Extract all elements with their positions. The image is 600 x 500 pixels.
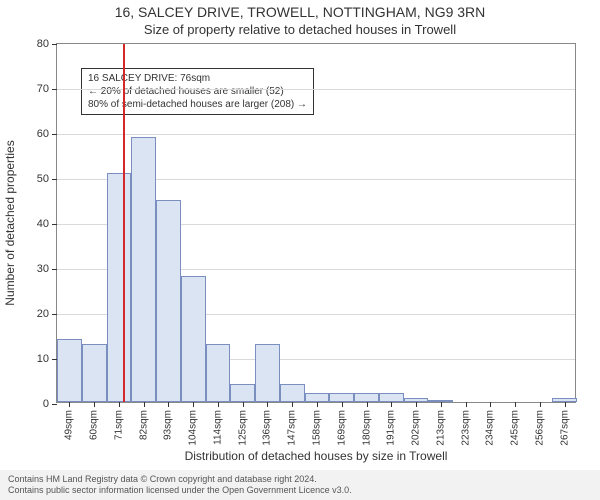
ytick-mark xyxy=(52,314,57,315)
chart-titles: 16, SALCEY DRIVE, TROWELL, NOTTINGHAM, N… xyxy=(0,4,600,37)
histogram-bar xyxy=(181,276,206,402)
ytick-mark xyxy=(52,179,57,180)
xtick-mark xyxy=(119,402,120,407)
ytick-mark xyxy=(52,89,57,90)
ytick-label: 60 xyxy=(19,128,49,140)
xtick-mark xyxy=(267,402,268,407)
annotation-line-2: ← 20% of detached houses are smaller (52… xyxy=(88,85,307,98)
annotation-line-1: 16 SALCEY DRIVE: 76sqm xyxy=(88,72,307,85)
xtick-label: 234sqm xyxy=(485,410,496,446)
xtick-label: 267sqm xyxy=(559,410,570,446)
xtick-label: 180sqm xyxy=(361,410,372,446)
xtick-label: 114sqm xyxy=(212,410,223,445)
ytick-mark xyxy=(52,404,57,405)
plot-wrapper: Number of detached properties 16 SALCEY … xyxy=(56,43,576,403)
xtick-label: 82sqm xyxy=(138,410,149,440)
y-axis-label: Number of detached properties xyxy=(3,140,17,305)
ytick-mark xyxy=(52,269,57,270)
xtick-label: 213sqm xyxy=(435,410,446,446)
footer-line-2: Contains public sector information licen… xyxy=(8,485,592,496)
histogram-bar xyxy=(131,137,156,403)
xtick-label: 202sqm xyxy=(411,410,422,446)
xtick-mark xyxy=(94,402,95,407)
xtick-mark xyxy=(317,402,318,407)
plot-area: 16 SALCEY DRIVE: 76sqm ← 20% of detached… xyxy=(56,43,576,403)
xtick-mark xyxy=(391,402,392,407)
histogram-bar xyxy=(379,393,404,402)
ytick-label: 50 xyxy=(19,173,49,185)
xtick-label: 169sqm xyxy=(336,410,347,446)
ytick-label: 0 xyxy=(19,398,49,410)
histogram-bar xyxy=(255,344,280,403)
xtick-mark xyxy=(515,402,516,407)
xtick-label: 125sqm xyxy=(237,410,248,446)
xtick-label: 60sqm xyxy=(89,410,100,440)
xtick-label: 93sqm xyxy=(163,410,174,440)
xtick-mark xyxy=(466,402,467,407)
footer: Contains HM Land Registry data © Crown c… xyxy=(0,470,600,500)
histogram-bar xyxy=(156,200,181,403)
ytick-label: 10 xyxy=(19,353,49,365)
xtick-mark xyxy=(490,402,491,407)
histogram-bar xyxy=(305,393,330,402)
xtick-label: 223sqm xyxy=(460,410,471,446)
ytick-mark xyxy=(52,134,57,135)
xtick-mark xyxy=(540,402,541,407)
histogram-bar xyxy=(329,393,354,402)
footer-line-1: Contains HM Land Registry data © Crown c… xyxy=(8,474,592,485)
histogram-bar xyxy=(82,344,107,403)
xtick-label: 104sqm xyxy=(188,410,199,446)
xtick-label: 49sqm xyxy=(64,410,75,440)
ytick-label: 30 xyxy=(19,263,49,275)
xtick-label: 245sqm xyxy=(510,410,521,446)
histogram-bar xyxy=(57,339,82,402)
xtick-label: 158sqm xyxy=(312,410,323,446)
xtick-mark xyxy=(218,402,219,407)
xtick-mark xyxy=(168,402,169,407)
histogram-bar xyxy=(206,344,231,403)
gridline xyxy=(57,134,575,135)
xtick-label: 71sqm xyxy=(113,410,124,440)
xtick-mark xyxy=(69,402,70,407)
xtick-mark xyxy=(193,402,194,407)
ytick-mark xyxy=(52,224,57,225)
xtick-mark xyxy=(292,402,293,407)
ytick-label: 70 xyxy=(19,83,49,95)
histogram-bar xyxy=(354,393,379,402)
xtick-mark xyxy=(144,402,145,407)
xtick-label: 256sqm xyxy=(534,410,545,446)
histogram-bar xyxy=(230,384,255,402)
annotation-line-3: 80% of semi-detached houses are larger (… xyxy=(88,98,307,111)
xtick-label: 136sqm xyxy=(262,410,273,446)
xtick-label: 191sqm xyxy=(386,410,397,446)
ytick-label: 40 xyxy=(19,218,49,230)
title-line-1: 16, SALCEY DRIVE, TROWELL, NOTTINGHAM, N… xyxy=(0,4,600,20)
x-axis-label: Distribution of detached houses by size … xyxy=(56,449,576,463)
ytick-label: 20 xyxy=(19,308,49,320)
xtick-mark xyxy=(342,402,343,407)
xtick-mark xyxy=(565,402,566,407)
histogram-bar xyxy=(280,384,305,402)
xtick-mark xyxy=(367,402,368,407)
annotation-box: 16 SALCEY DRIVE: 76sqm ← 20% of detached… xyxy=(81,68,314,115)
xtick-label: 147sqm xyxy=(287,410,298,446)
gridline xyxy=(57,89,575,90)
marker-line xyxy=(123,44,125,402)
xtick-mark xyxy=(243,402,244,407)
xtick-mark xyxy=(441,402,442,407)
ytick-label: 80 xyxy=(19,38,49,50)
title-line-2: Size of property relative to detached ho… xyxy=(0,22,600,37)
xtick-mark xyxy=(416,402,417,407)
histogram-bar xyxy=(107,173,132,403)
ytick-mark xyxy=(52,44,57,45)
